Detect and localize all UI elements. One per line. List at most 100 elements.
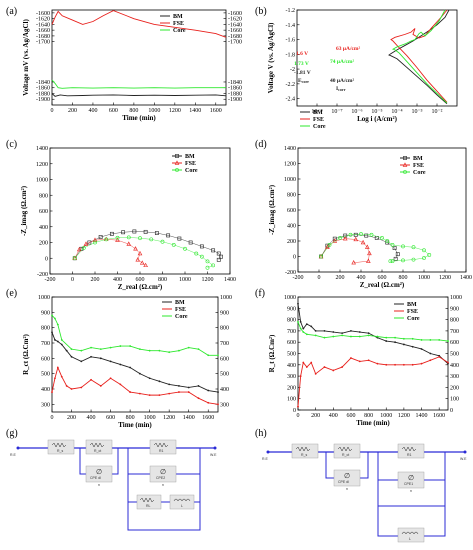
panel-c: -200 0 200 400 600 800 1000 1200 1400 -200 0 200 400… [20,146,236,291]
circuit-g-n-label: n [98,483,100,487]
y-tick-label: 600 [287,208,296,214]
data-point-fse [332,369,335,372]
data-point-bm [402,343,405,346]
y-tick-label: -1.2 [286,8,296,14]
circuit-h-re-label: R.E [262,457,269,461]
series-line-fse [51,366,219,405]
data-point-core [385,239,390,243]
data-point-bm [154,231,159,235]
data-point-bm [87,240,92,245]
data-point-fse [65,385,68,387]
data-point-fse [367,359,370,362]
panel-label-h: (h) [255,428,267,439]
legend-label: BM [185,154,195,160]
data-point-bm [364,233,369,238]
data-point-core [197,348,200,351]
y-tick-label: -1660 [36,28,50,34]
y2-tick-label: 300 [450,374,459,380]
circuit-g-re-label: R.E [10,453,17,457]
data-point-fse [137,250,143,256]
data-point-fse [366,258,371,263]
data-point-fse [365,244,370,249]
y2-tick-label: -1700 [228,40,242,46]
y2-tick-label: 600 [450,340,459,346]
data-point-core [81,246,86,250]
data-point-bm [217,391,219,393]
data-point-core [438,339,441,341]
x-tick-label: 600 [378,275,387,281]
circuit-g-rct-label: R_ct [94,449,101,453]
legend-label: FSE [313,117,324,123]
panel-label-e: (e) [6,288,17,299]
x-tick-label: 400 [87,415,96,421]
data-point-core [183,246,187,251]
cpe1-icon: ∅ [408,474,414,482]
x-tick-label: 800 [158,277,167,283]
legend-label: Core [407,316,420,322]
data-point-fse [135,257,141,262]
data-point-bm [341,332,344,335]
y-tick-label: 1200 [284,162,296,168]
data-point-core [305,333,308,336]
y-tick-label: 900 [41,310,50,316]
x-tick-label: 200 [311,413,320,419]
y2-tick-label: 900 [220,310,229,316]
x-tick-label: 1000 [144,415,156,421]
y2-tick-label: 800 [220,326,229,332]
legend-label: FSE [413,163,424,169]
data-point-fse [54,377,56,380]
data-point-core [178,349,180,352]
legend-marker [175,168,179,172]
data-point-fse [115,237,120,242]
cpe-dl-h-icon: ∅ [344,472,350,480]
data-point-core [380,235,384,240]
y2-tick-label: 500 [450,352,459,358]
data-point-bm [121,230,126,235]
circuit-g-rl-label: RL [146,504,151,508]
circuit-g-cpe-dl [85,465,113,483]
x-tick-label: 800 [364,413,373,419]
circuit-h-cpe-label: CPE dl [338,480,349,484]
data-point-bm [429,352,432,355]
y-tick-label: -2.4 [286,97,296,103]
data-point-core [411,337,414,340]
y2-tick-label: 200 [450,385,459,391]
x-tick-label: 1000 [418,275,430,281]
data-point-bm [60,343,63,346]
x-axis-label: Time (min) [356,419,390,427]
equivalent-circuit-g: R.E W.E R_s R_ct ∅ CPE dl n R1 ∅ CPE2 n … [10,439,217,531]
data-point-core [171,242,176,247]
y-axis-label: Voltage mV (vs. Ag/AgCl) [22,19,30,96]
data-point-fse [310,361,313,364]
y-tick-label: 200 [287,239,296,245]
series-line-bm [388,9,450,105]
x-tick-label: 1200 [163,415,175,421]
y-tick-label: 0 [45,256,48,262]
series-path-core [74,237,214,268]
data-point-fse [60,375,63,378]
y2-tick-label: 400 [450,363,459,369]
data-point-fse [438,355,441,358]
data-point-core [60,339,63,341]
data-point-core [51,314,53,317]
x-tick-label: 1600 [210,108,222,114]
data-point-fse [305,366,308,368]
annotation-bm-icorr-label: Icorr [336,86,346,92]
data-point-core [109,346,112,349]
y-tick-label: 1400 [36,146,48,152]
data-point-core [160,239,165,244]
data-point-core [115,235,120,240]
data-point-fse [351,260,356,265]
data-point-bm [56,340,59,343]
data-point-core [411,245,416,250]
data-point-fse [299,375,302,377]
annotation-fse-icorr: 63 μA/cm² [336,46,361,52]
circuit-h-l-label: L [409,537,411,541]
circuit-h-rct-label: R_ct [342,453,349,457]
inductor-icon [173,498,191,502]
data-point-fse [402,363,405,366]
y2-tick-label: -1880 [228,91,242,97]
inductor-h-icon [401,531,419,535]
x-tick-label: 10⁻⁸ [311,109,322,115]
